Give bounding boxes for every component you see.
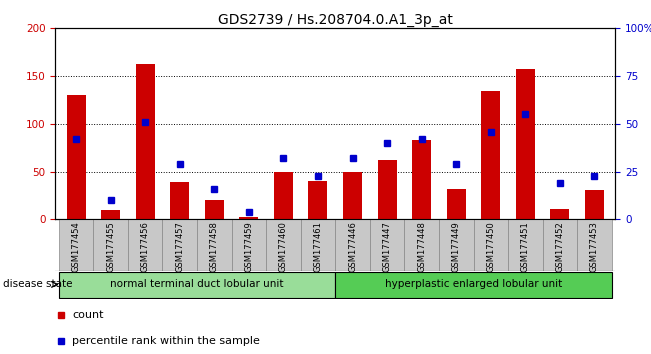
Bar (543, 219, 577, 271)
Bar (404, 219, 439, 271)
Text: GSM177454: GSM177454 (72, 222, 81, 272)
Text: GSM177450: GSM177450 (486, 222, 495, 272)
Bar (550, 209, 570, 219)
Bar (473, 219, 508, 271)
Text: GSM177459: GSM177459 (244, 222, 253, 272)
Bar (232, 219, 266, 271)
Bar (163, 219, 197, 271)
Bar (412, 140, 431, 219)
Bar (135, 64, 155, 219)
Text: GSM177456: GSM177456 (141, 222, 150, 273)
Bar (481, 91, 500, 219)
Bar (508, 219, 543, 271)
Text: count: count (72, 310, 104, 320)
Text: GSM177460: GSM177460 (279, 222, 288, 273)
Title: GDS2739 / Hs.208704.0.A1_3p_at: GDS2739 / Hs.208704.0.A1_3p_at (218, 13, 452, 27)
Bar (266, 219, 301, 271)
Text: GSM177447: GSM177447 (383, 222, 392, 273)
Bar (205, 200, 224, 219)
Bar (335, 219, 370, 271)
Bar (309, 181, 327, 219)
Text: GSM177461: GSM177461 (314, 222, 322, 273)
Text: GSM177453: GSM177453 (590, 222, 599, 273)
Bar (439, 219, 473, 271)
Bar (577, 219, 612, 271)
Bar (93, 219, 128, 271)
Bar (343, 172, 362, 219)
Text: hyperplastic enlarged lobular unit: hyperplastic enlarged lobular unit (385, 279, 562, 290)
Bar (101, 210, 120, 219)
Text: GSM177451: GSM177451 (521, 222, 530, 272)
Text: GSM177449: GSM177449 (452, 222, 461, 272)
Bar (66, 95, 85, 219)
Bar (197, 219, 232, 271)
Bar (516, 69, 535, 219)
Bar (585, 190, 604, 219)
Text: GSM177457: GSM177457 (175, 222, 184, 273)
Text: GSM177458: GSM177458 (210, 222, 219, 273)
Bar (335, 272, 612, 298)
Text: GSM177452: GSM177452 (555, 222, 564, 272)
Bar (59, 272, 335, 298)
Bar (59, 219, 93, 271)
Bar (240, 217, 258, 219)
Bar (128, 219, 163, 271)
Text: percentile rank within the sample: percentile rank within the sample (72, 336, 260, 346)
Text: disease state: disease state (3, 279, 73, 290)
Bar (274, 172, 293, 219)
Bar (301, 219, 335, 271)
Text: GSM177446: GSM177446 (348, 222, 357, 273)
Bar (370, 219, 404, 271)
Text: normal terminal duct lobular unit: normal terminal duct lobular unit (110, 279, 284, 290)
Text: GSM177448: GSM177448 (417, 222, 426, 273)
Bar (378, 160, 396, 219)
Bar (447, 189, 465, 219)
Bar (171, 182, 189, 219)
Text: GSM177455: GSM177455 (106, 222, 115, 272)
